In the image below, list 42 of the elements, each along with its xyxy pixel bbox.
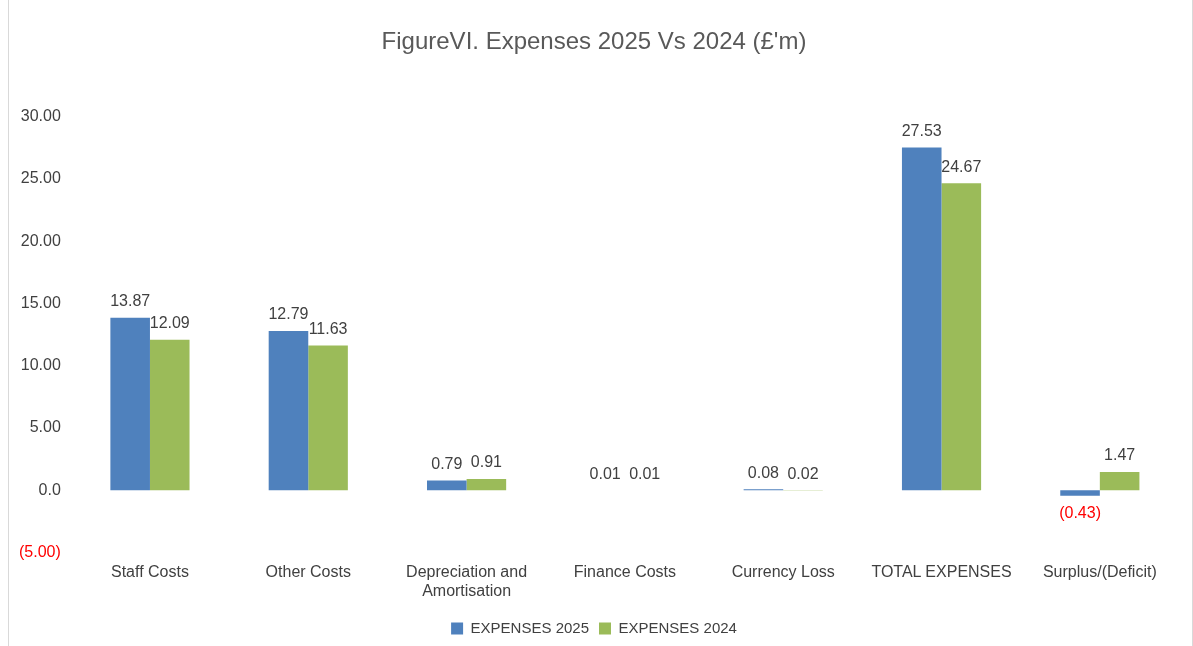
bar bbox=[149, 339, 190, 491]
y-tick-label: 15.00 bbox=[20, 293, 61, 311]
legend-label: EXPENSES 2024 bbox=[618, 618, 737, 636]
data-label: 13.87 bbox=[110, 292, 151, 310]
x-tick-label: Finance Costs bbox=[573, 562, 677, 580]
bar bbox=[941, 183, 982, 491]
data-label: 0.01 bbox=[589, 464, 621, 482]
x-tick-label: Other Costs bbox=[265, 562, 351, 580]
data-label: 0.79 bbox=[431, 454, 463, 472]
data-label: 24.67 bbox=[941, 157, 982, 175]
x-tick-label: TOTAL EXPENSES bbox=[871, 562, 1012, 580]
bar bbox=[308, 345, 348, 491]
y-tick-label: 20.00 bbox=[20, 231, 61, 249]
data-label: 27.53 bbox=[901, 121, 942, 139]
data-label: (0.43) bbox=[1059, 504, 1101, 522]
data-label: 0.01 bbox=[629, 464, 661, 482]
chart-title: FigureVI. Expenses 2025 Vs 2024 (£'m) bbox=[381, 27, 807, 55]
data-label: 0.91 bbox=[470, 453, 503, 471]
bar bbox=[1099, 472, 1140, 491]
bar bbox=[110, 317, 150, 491]
data-label: 0.08 bbox=[747, 463, 780, 481]
bar bbox=[1060, 490, 1100, 496]
data-label: 12.79 bbox=[268, 305, 309, 323]
y-tick-label: 25.00 bbox=[20, 169, 61, 187]
y-tick-label: 0.0 bbox=[38, 480, 61, 498]
y-tick-label: 10.00 bbox=[20, 356, 61, 374]
y-tick-label: 30.00 bbox=[20, 107, 61, 125]
x-tick-label: Staff Costs bbox=[110, 562, 189, 580]
bar bbox=[466, 479, 507, 491]
data-label: 12.09 bbox=[149, 314, 190, 332]
legend-label: EXPENSES 2025 bbox=[470, 618, 589, 636]
data-label: 0.02 bbox=[787, 464, 819, 482]
data-label: 11.63 bbox=[308, 319, 348, 337]
x-tick-label: Depreciation and Amortisation bbox=[406, 562, 528, 599]
y-tick-label: (5.00) bbox=[19, 543, 61, 561]
x-tick-label: Currency Loss bbox=[731, 562, 835, 580]
data-label: 1.47 bbox=[1104, 446, 1136, 464]
y-tick-label: 5.00 bbox=[29, 418, 61, 436]
bar bbox=[901, 147, 942, 491]
bar bbox=[268, 331, 309, 491]
x-tick-label: Surplus/(Deficit) bbox=[1042, 562, 1157, 580]
bar bbox=[427, 480, 467, 491]
